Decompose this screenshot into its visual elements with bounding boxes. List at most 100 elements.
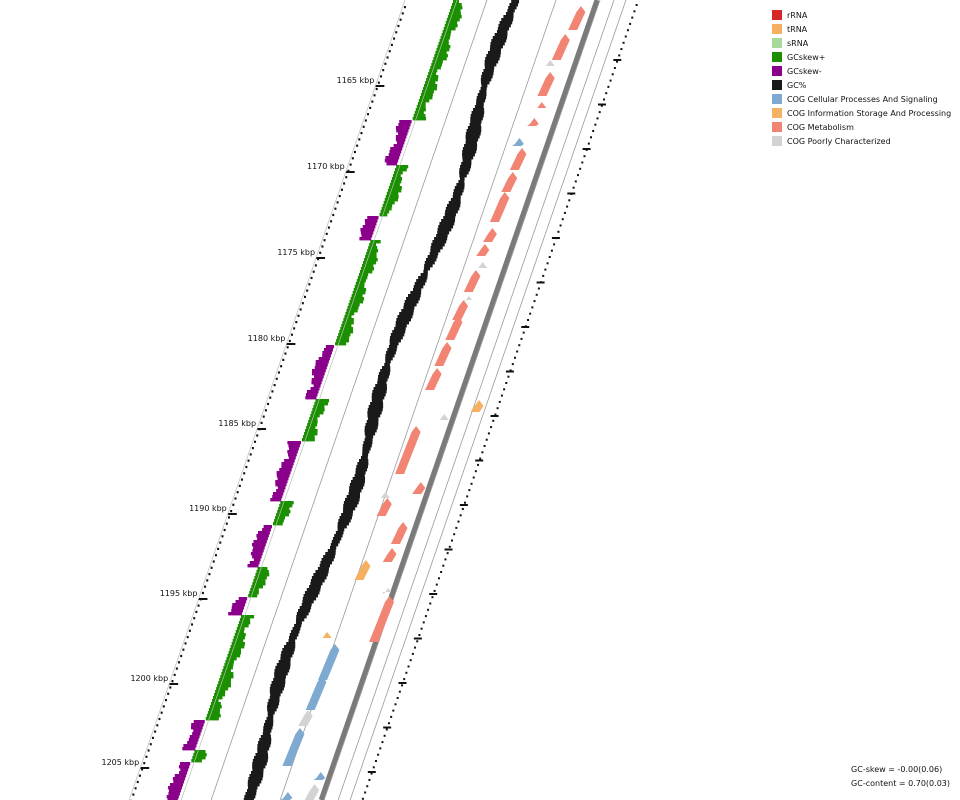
gc-skew-negative-bar <box>325 345 335 349</box>
axis-minor-tick <box>380 75 383 78</box>
gc-skew-positive-bar <box>350 297 365 301</box>
gc-content-bar <box>509 3 519 7</box>
gc-skew-negative-bar <box>390 147 403 151</box>
axis-minor-tick <box>382 69 385 72</box>
outer-axis-minor-tick <box>361 797 364 800</box>
axis-minor-tick <box>373 94 376 97</box>
gc-skew-negative-bar <box>193 720 205 724</box>
gc-content-bar <box>450 198 461 202</box>
axis-minor-tick <box>256 434 259 437</box>
gc-content-bar <box>485 57 500 61</box>
gc-content-bar <box>269 696 280 700</box>
gc-content-bar <box>480 87 487 91</box>
legend-label: rRNA <box>787 10 808 20</box>
axis-minor-tick <box>403 6 406 9</box>
axis-minor-tick <box>201 591 204 595</box>
gc-content-bar <box>511 0 520 4</box>
gc-skew-positive-bar <box>353 288 367 292</box>
outer-axis-minor-tick <box>372 766 375 769</box>
axis-minor-tick <box>295 321 298 324</box>
gc-skew-positive-bar <box>220 675 234 679</box>
gc-content-bar <box>389 336 403 340</box>
gc-skew-positive-bar <box>223 666 233 670</box>
gc-content-bar <box>424 261 435 265</box>
gc-content-bar <box>437 231 450 235</box>
gc-content-bar <box>338 519 351 523</box>
gc-content-bar <box>474 105 484 109</box>
gc-skew-negative-bar <box>173 780 185 784</box>
gc-content-bar <box>371 399 383 403</box>
gc-content-bar <box>404 300 419 304</box>
gc-content-bar <box>439 222 455 226</box>
outer-axis-minor-tick <box>581 161 584 164</box>
outer-axis-minor-tick <box>505 382 508 384</box>
gc-skew-positive-bar <box>257 567 268 571</box>
axis-minor-tick <box>264 409 267 412</box>
axis-minor-tick <box>184 642 187 645</box>
axis-minor-tick <box>325 232 328 235</box>
gc-content-bar <box>345 498 360 502</box>
gc-content-bar <box>263 729 272 733</box>
gc-content-bar <box>480 78 492 82</box>
gc-skew-positive-bar <box>240 615 255 619</box>
gc-skew-negative-bar <box>277 486 286 490</box>
gc-skew-positive-bar <box>307 423 318 427</box>
gc-skew-positive-bar <box>396 165 409 169</box>
gc-skew-positive-bar <box>274 519 284 523</box>
axis-minor-tick <box>323 239 326 242</box>
axis-minor-tick <box>306 289 309 292</box>
axis-minor-tick <box>334 207 337 210</box>
gc-content-bar <box>444 213 456 217</box>
outer-axis-minor-tick <box>485 438 488 441</box>
axis-minor-tick <box>158 717 161 721</box>
gc-skew-positive-bar <box>428 72 437 76</box>
axis-minor-tick <box>214 554 217 557</box>
gc-skew-negative-bar <box>167 798 178 800</box>
guide-line <box>337 0 615 800</box>
outer-axis-minor-tick <box>529 312 532 315</box>
gc-skew-positive-bar <box>354 285 365 289</box>
outer-axis-minor-tick <box>557 230 560 233</box>
axis-minor-tick <box>245 465 248 469</box>
axis-minor-tick <box>160 711 163 714</box>
gc-content-bar <box>357 462 369 466</box>
gc-skew-positive-bar <box>341 324 352 328</box>
gc-skew-positive-bar <box>363 261 377 265</box>
gc-skew-negative-bar <box>288 453 297 457</box>
gc-skew-positive-bar <box>255 573 270 577</box>
gc-content-bar <box>423 270 428 274</box>
outer-axis-minor-tick <box>370 772 373 775</box>
gene-feature-arrow <box>395 426 421 474</box>
gc-skew-positive-bar <box>345 312 355 316</box>
gc-content-bar <box>452 195 461 199</box>
gc-skew-negative-bar <box>399 120 412 124</box>
axis-minor-tick <box>343 182 346 185</box>
gc-content-bar <box>330 543 339 547</box>
gc-skew-negative-bar <box>188 738 199 742</box>
outer-axis-minor-tick <box>531 306 534 309</box>
outer-axis-minor-tick <box>596 117 599 120</box>
gc-skew-negative-bar <box>168 786 182 790</box>
axis-minor-tick <box>353 150 356 154</box>
gc-skew-positive-bar <box>236 627 245 631</box>
axis-minor-tick <box>145 755 148 758</box>
gc-content-bar <box>378 372 390 376</box>
gc-content-bar <box>317 567 329 571</box>
outer-axis-minor-tick <box>474 470 477 473</box>
gc-skew-negative-bar <box>168 792 180 796</box>
outer-axis-minor-tick <box>461 508 464 510</box>
gc-skew-positive-bar <box>438 42 449 46</box>
gc-skew-negative-bar <box>318 357 330 361</box>
gc-content-bar <box>448 201 461 205</box>
gc-skew-positive-bar <box>379 213 388 217</box>
gc-content-bar <box>349 483 365 487</box>
gc-content-bar <box>505 12 514 16</box>
gc-skew-positive-bar <box>301 438 315 442</box>
gene-feature-arrow <box>354 560 371 580</box>
gc-skew-positive-bar <box>360 267 375 271</box>
gc-skew-negative-bar <box>250 552 263 556</box>
gc-content-bar <box>284 645 296 649</box>
gc-content-bar <box>294 624 302 628</box>
outer-axis-minor-tick <box>609 79 612 82</box>
gc-skew-negative-bar <box>323 348 334 352</box>
